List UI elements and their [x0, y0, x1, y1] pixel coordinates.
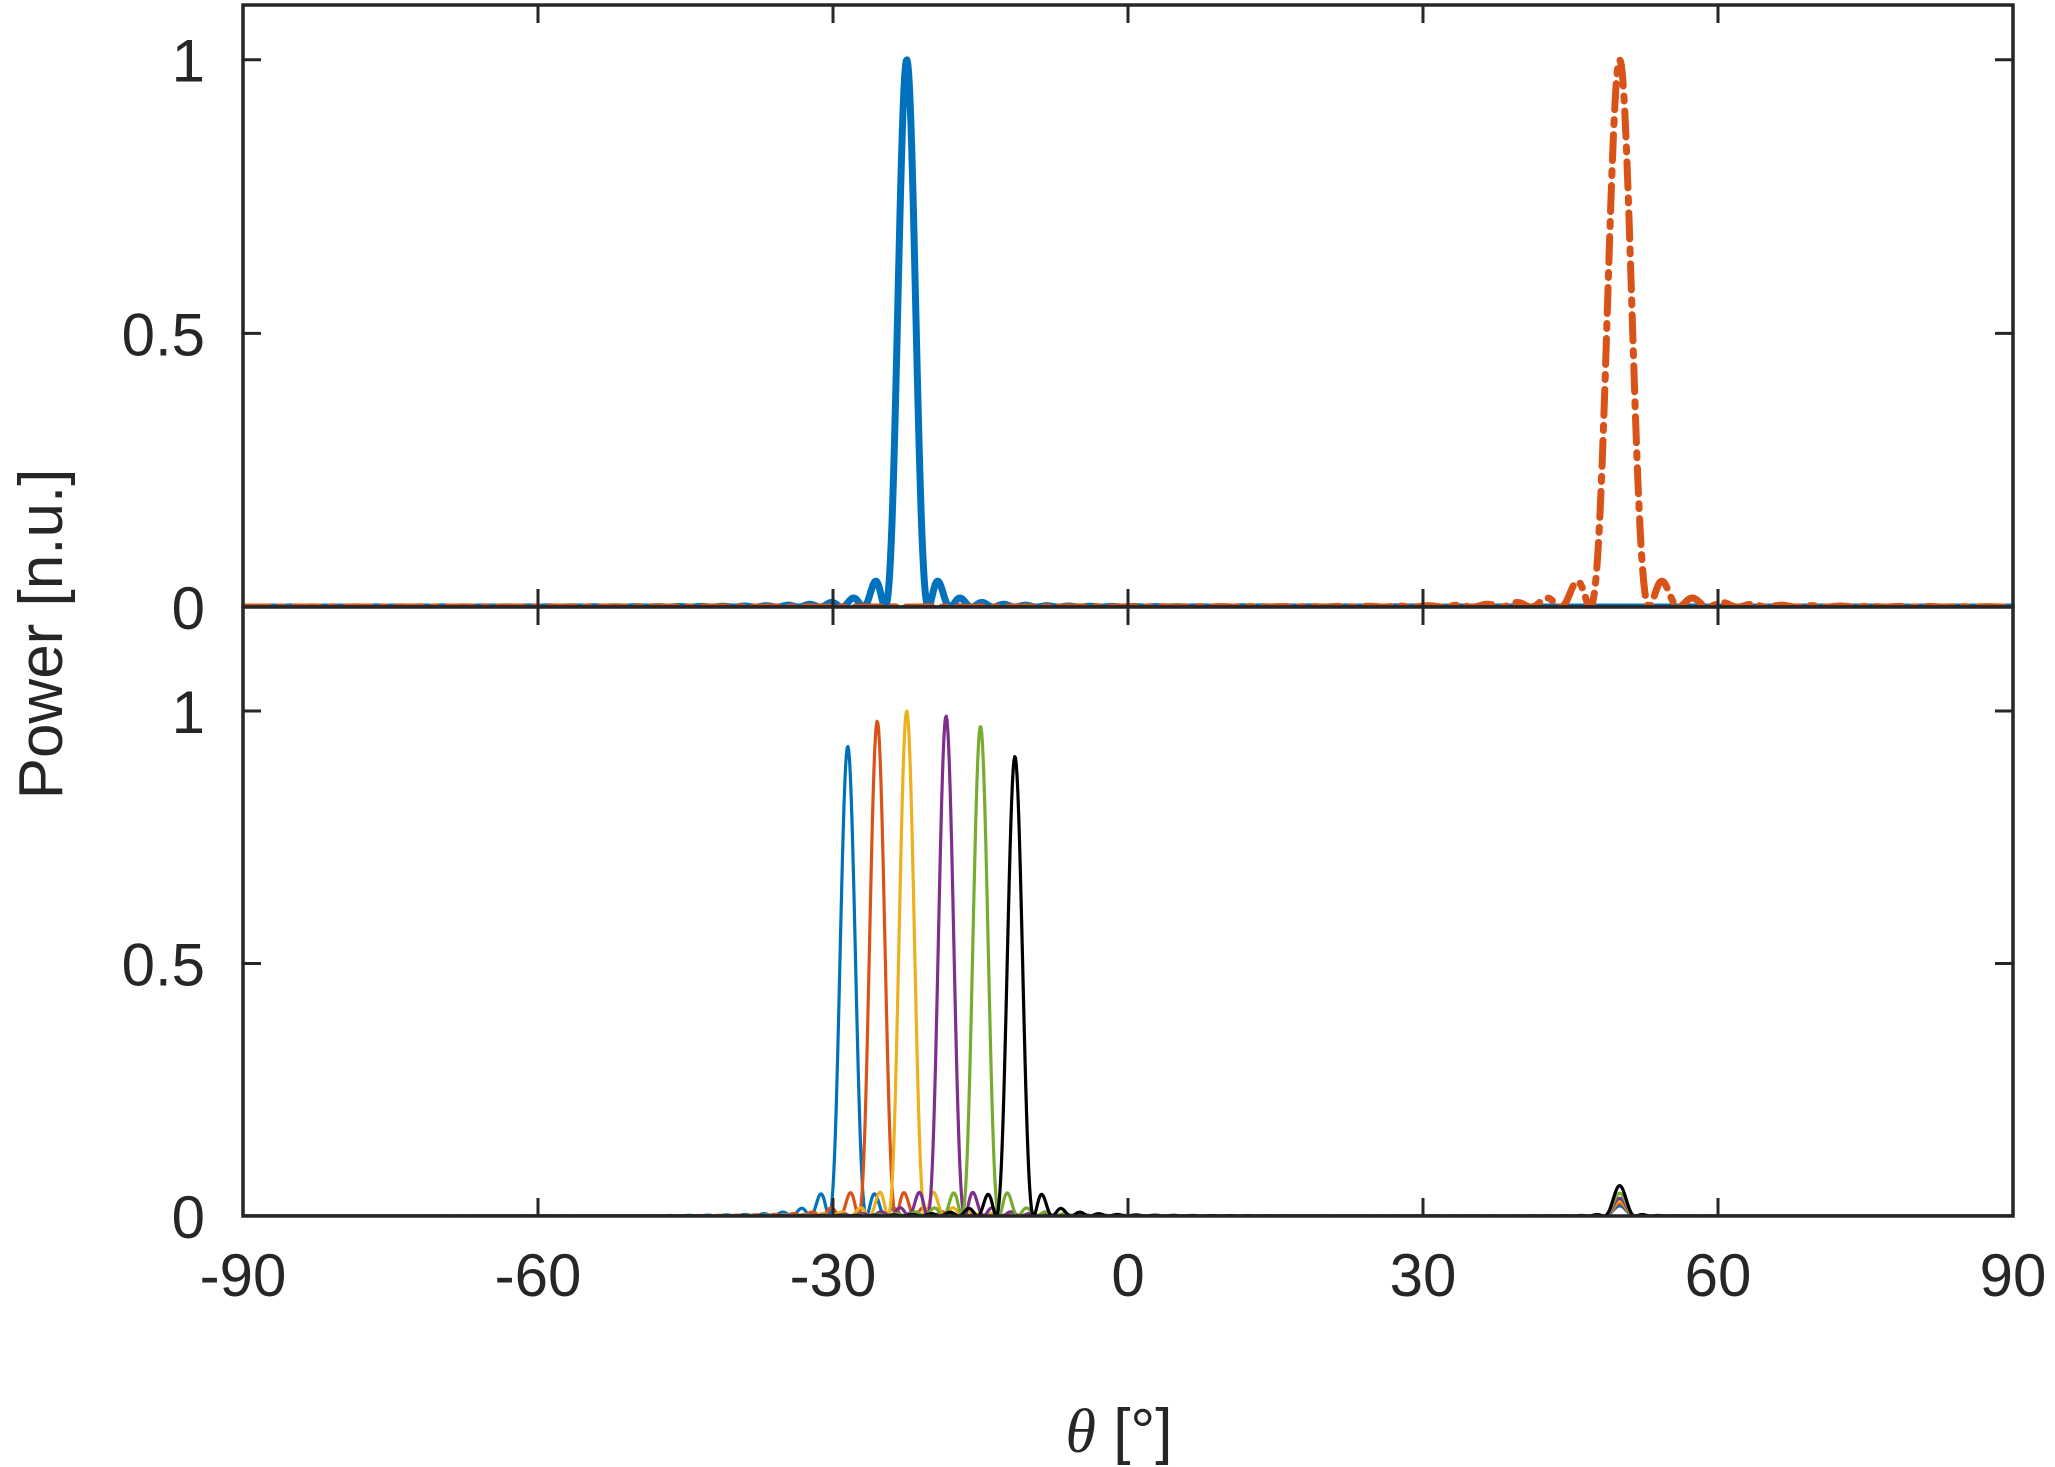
x-tick-label: -90	[200, 1242, 287, 1309]
x-axis-label: θ [°]	[1066, 1397, 1173, 1466]
x-tick-label: -30	[790, 1242, 877, 1309]
x-tick-label: 90	[1980, 1242, 2047, 1309]
top-panel: 00.51	[122, 3, 2015, 642]
x-tick-label: -60	[495, 1242, 582, 1309]
y-axis-label: Power [n.u.]	[7, 469, 76, 800]
y-tick-label-top: 1	[172, 28, 205, 95]
y-tick-label-bottom: 1	[172, 679, 205, 746]
x-axis-label-symbol: θ	[1066, 1398, 1096, 1466]
plot-area-bottom	[243, 607, 2013, 1216]
x-tick-label: 0	[1111, 1242, 1144, 1309]
y-tick-label-top: 0	[172, 575, 205, 642]
x-axis-label-unit: [°]	[1096, 1397, 1172, 1466]
x-tick-label: 60	[1685, 1242, 1752, 1309]
bottom-panel: 0 0.5 1 -90 -60 -30 0 30 60 90	[122, 605, 2047, 1309]
y-tick-label-bottom: 0.5	[122, 932, 205, 999]
plot-area-top	[243, 5, 2013, 607]
y-tick-label-bottom: 0	[172, 1184, 205, 1251]
x-tick-label: 30	[1390, 1242, 1457, 1309]
y-tick-label-top: 0.5	[122, 301, 205, 368]
